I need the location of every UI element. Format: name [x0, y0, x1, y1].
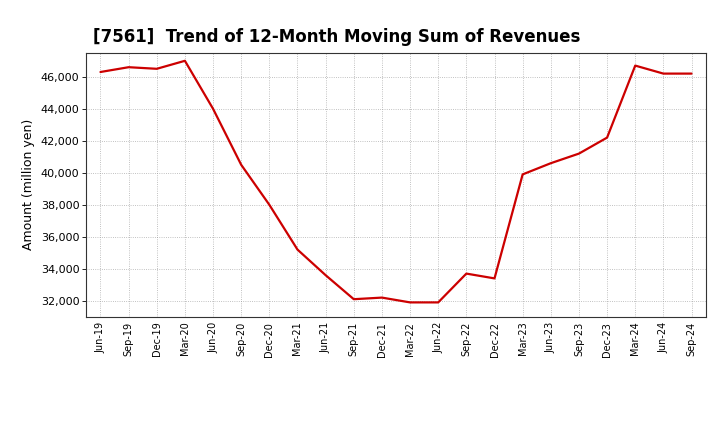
Y-axis label: Amount (million yen): Amount (million yen): [22, 119, 35, 250]
Text: [7561]  Trend of 12-Month Moving Sum of Revenues: [7561] Trend of 12-Month Moving Sum of R…: [93, 28, 580, 46]
